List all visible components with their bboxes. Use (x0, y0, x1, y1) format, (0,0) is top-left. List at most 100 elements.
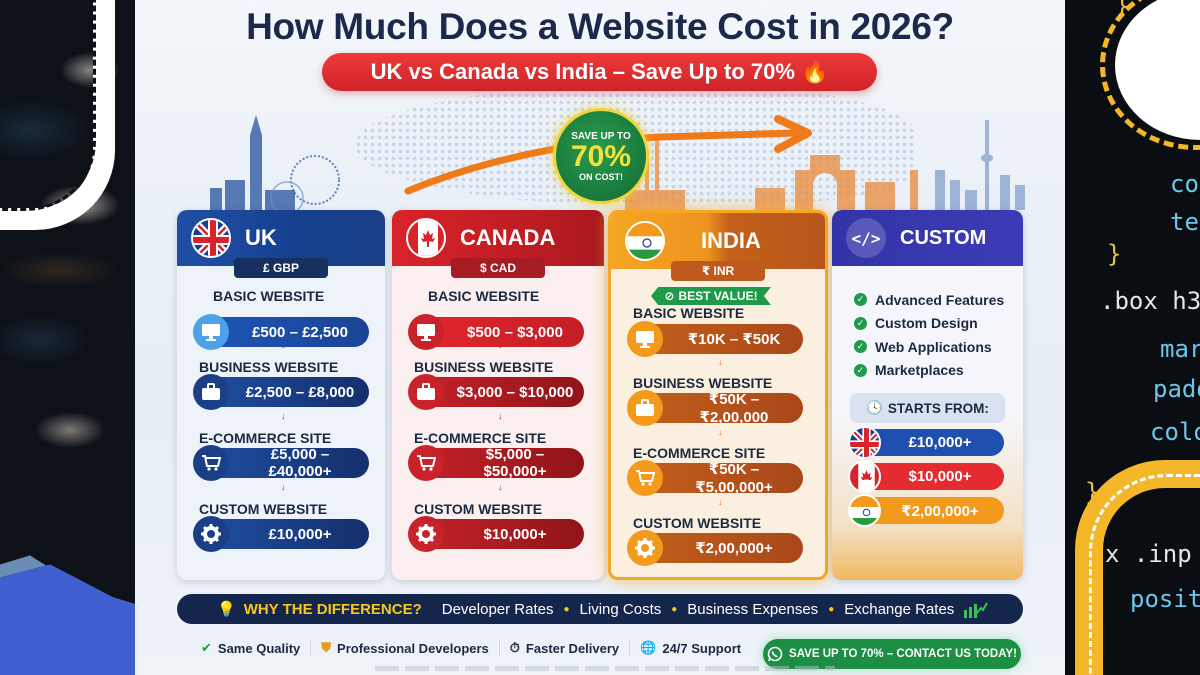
uk-flag-icon (191, 218, 231, 258)
source-footnote (375, 666, 835, 671)
currency-badge: £ GBP (234, 258, 328, 278)
tier-label: CUSTOM WEBSITE (633, 515, 762, 531)
country-name: CANADA (460, 225, 556, 250)
tier-basic: BASIC WEBSITE $500 – $3,000 ↓ (392, 288, 604, 359)
clock-icon: ⏱ (509, 640, 520, 655)
save-70-badge: SAVE UP TO 70% ON COST! (553, 108, 649, 204)
monitor-icon (627, 321, 663, 357)
price-value: ₹2,00,000+ (695, 540, 773, 557)
price-value: £10,000+ (908, 434, 972, 451)
tier-list: BASIC WEBSITE £500 – £2,500 ↓ BUSINESS W… (177, 288, 385, 572)
why-difference-bar: 💡 WHY THE DIFFERENCE? Developer Rates ● L… (177, 594, 1023, 624)
price-pill: ₹2,00,000+ (627, 530, 803, 566)
arrow-down-icon: ↓ (498, 340, 503, 350)
price-pill: £10,000+ (193, 516, 369, 552)
starts-from-canada: $10,000+ (848, 460, 1004, 493)
tier-custom: CUSTOM WEBSITE $10,000+ (392, 501, 604, 572)
price-pill: £500 – £2,500 (193, 314, 369, 350)
badge-percent: 70% (570, 139, 632, 173)
code-brackets-icon: </> (846, 218, 886, 258)
feature-label: Custom Design (875, 315, 978, 332)
price-value: £500 – £2,500 (252, 323, 348, 341)
price-value: £2,500 – £8,000 (245, 383, 355, 401)
best-value-badge: ⊘ BEST VALUE! (651, 287, 771, 305)
perk-item: ✔ Same Quality (191, 640, 312, 656)
why-title: WHY THE DIFFERENCE? (243, 600, 422, 618)
bullet-dot: ● (563, 603, 570, 615)
code-line: co (1170, 170, 1199, 198)
briefcase-icon (193, 374, 229, 410)
cart-icon (408, 445, 444, 481)
contact-cta-button[interactable]: SAVE UP TO 70% – CONTACT US TODAY! (763, 639, 1021, 669)
price-value: $10,000+ (483, 525, 547, 543)
check-circle-icon: ⊘ (664, 289, 675, 303)
tier-business: BUSINESS WEBSITE $3,000 – $10,000 ↓ (392, 359, 604, 430)
perk-label: Same Quality (217, 640, 301, 656)
tier-label: E-COMMERCE SITE (199, 430, 332, 446)
tier-ecommerce: E-COMMERCE SITE $5,000 – $50,000+ ↓ (392, 430, 604, 501)
subtitle-text: UK vs Canada vs India – Save Up to 70% (370, 59, 795, 84)
starts-from-header: 🕓 STARTS FROM: (850, 393, 1005, 423)
price-pill: $3,000 – $10,000 (408, 374, 584, 410)
perk-item: ⛊ Professional Developers (311, 640, 500, 656)
reason-item: Business Expenses (687, 600, 819, 618)
cta-label: SAVE UP TO 70% – CONTACT US TODAY! (789, 648, 1017, 660)
feature-label: Web Applications (875, 338, 992, 355)
arrow-down-icon: ↓ (281, 411, 286, 421)
gear-icon (408, 516, 444, 552)
perk-item: ⏱ Faster Delivery (500, 640, 631, 656)
price-value: £5,000 – £40,000+ (268, 446, 332, 480)
tier-ecommerce: E-COMMERCE SITE ₹50K – ₹5,00,000+ ↓ (611, 445, 825, 515)
track-dash-decor (1089, 474, 1200, 675)
price-value: ₹10K – ₹50K (687, 331, 781, 348)
card-header: </> CUSTOM (832, 210, 1023, 266)
london-skyline-icon (210, 115, 340, 210)
tier-label: BASIC WEBSITE (633, 305, 745, 321)
page-title: How Much Does a Website Cost in 2026? (246, 6, 954, 47)
tier-basic: BASIC WEBSITE ₹10K – ₹50K ↓ (611, 305, 825, 375)
arrow-down-icon: ↓ (718, 357, 723, 367)
feature-item: ✓ Marketplaces (854, 359, 1004, 383)
code-line: padd (1153, 375, 1200, 403)
feature-label: Advanced Features (875, 291, 1005, 308)
country-name: UK (245, 225, 277, 250)
india-pricing-card: INDIA ₹ INR ⊘ BEST VALUE! BASIC WEBSITE … (608, 210, 828, 580)
monitor-icon (193, 314, 229, 350)
fire-icon: 🔥 (800, 59, 829, 84)
feature-item: ✓ Advanced Features (854, 288, 1004, 312)
card-header: INDIA (611, 213, 825, 269)
tier-basic: BASIC WEBSITE £500 – £2,500 ↓ (177, 288, 385, 359)
clock-icon: 🕓 (866, 400, 883, 415)
price-pill: £5,000 – £40,000+ (193, 445, 369, 481)
perk-item: 🌐 24/7 Support (630, 640, 751, 656)
arrow-down-icon: ↓ (498, 482, 503, 492)
card-header: UK (177, 210, 385, 266)
perk-label: Professional Developers (337, 640, 489, 656)
uk-pricing-card: UK £ GBP BASIC WEBSITE £500 – £2,500 ↓ B… (177, 210, 385, 580)
tier-label: BUSINESS WEBSITE (633, 375, 773, 391)
check-circle-icon: ✔ (201, 640, 212, 655)
custom-pricing-card: </> CUSTOM ✓ Advanced Features ✓ Custom De… (832, 210, 1023, 580)
globe-icon: 🌐 (640, 640, 657, 655)
infographic: How Much Does a Website Cost in 2026? UK… (135, 0, 1065, 675)
starts-from-india: ₹2,00,000+ (848, 494, 1004, 527)
badge-line1: SAVE UP TO (571, 130, 631, 142)
check-icon: ✓ (854, 293, 867, 307)
check-icon: ✓ (854, 316, 867, 330)
code-line: colo (1150, 418, 1200, 446)
perk-label: Faster Delivery (525, 640, 620, 656)
right-code-panel: } co tex } .box h3 marg padd colo } x .i… (1065, 0, 1200, 675)
code-line: marg (1160, 335, 1200, 363)
arrow-down-icon: ↓ (718, 497, 723, 507)
starts-from-uk: £10,000+ (848, 426, 1004, 459)
uk-flag-icon (848, 426, 881, 459)
tier-custom: CUSTOM WEBSITE £10,000+ (177, 501, 385, 572)
starts-from-label: STARTS FROM: (887, 400, 989, 416)
tier-label: BASIC WEBSITE (213, 288, 325, 304)
toronto-skyline-icon (935, 120, 1025, 210)
tier-label: BASIC WEBSITE (428, 288, 540, 304)
price-value: $3,000 – $10,000 (456, 383, 574, 401)
tier-business: BUSINESS WEBSITE ₹50K – ₹2,00,000 ↓ (611, 375, 825, 445)
price-value: $10,000+ (908, 468, 972, 485)
tier-label: E-COMMERCE SITE (633, 445, 766, 461)
